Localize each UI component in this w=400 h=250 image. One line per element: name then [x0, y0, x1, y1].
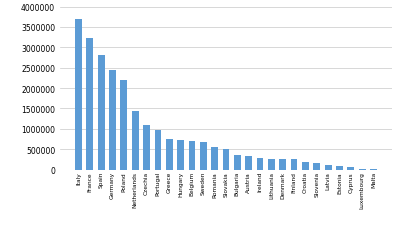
Bar: [313, 164, 320, 170]
Bar: [325, 165, 332, 170]
Bar: [222, 149, 230, 170]
Bar: [279, 160, 286, 170]
Bar: [302, 162, 309, 170]
Bar: [166, 140, 173, 170]
Bar: [154, 130, 161, 170]
Bar: [86, 39, 93, 170]
Bar: [200, 142, 207, 170]
Bar: [336, 166, 343, 170]
Bar: [177, 140, 184, 170]
Bar: [211, 148, 218, 170]
Bar: [359, 169, 366, 170]
Bar: [98, 56, 104, 170]
Bar: [257, 158, 264, 170]
Bar: [268, 159, 275, 170]
Bar: [234, 156, 241, 170]
Bar: [132, 112, 139, 170]
Bar: [348, 167, 354, 170]
Bar: [291, 160, 298, 170]
Bar: [120, 81, 127, 170]
Bar: [109, 71, 116, 170]
Bar: [188, 141, 195, 170]
Bar: [143, 126, 150, 170]
Bar: [245, 156, 252, 170]
Bar: [75, 20, 82, 170]
